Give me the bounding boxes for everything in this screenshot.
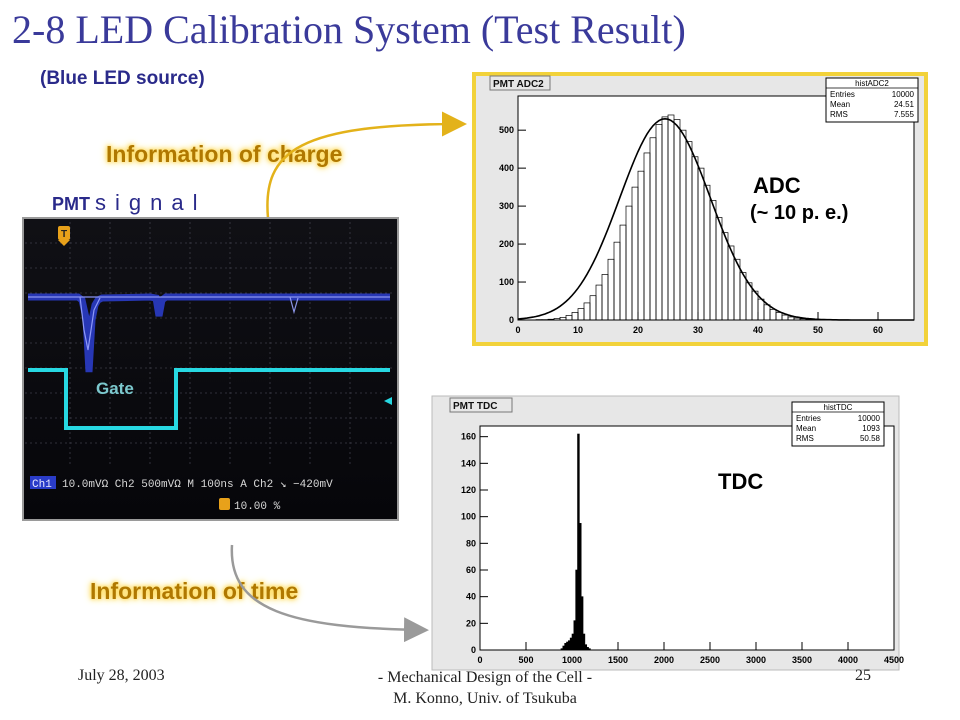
ch1-trace-faint [79, 296, 299, 351]
tdc-axis-ticks: 0 500 1000 1500 2000 2500 3000 3500 4000 4500 0 20 4… [461, 432, 904, 665]
footer-center: - Mechanical Design of the Cell - M. Kon… [360, 667, 610, 709]
adc-xtick-label: 0 [515, 325, 520, 335]
adc-stat-entries-value: 10000 [892, 90, 915, 99]
tdc-histogram [560, 433, 591, 651]
tdc-ytick-label: 140 [461, 458, 476, 468]
tdc-xtick-label: 1500 [608, 655, 628, 665]
adc-stats-name: histADC2 [855, 79, 889, 88]
footer-page-number: 25 [855, 667, 871, 684]
adc-xtick-label: 20 [633, 325, 643, 335]
gate-label: Gate [96, 379, 134, 398]
ch2-gate-trace [28, 368, 390, 430]
tdc-xtick-label: 4000 [838, 655, 858, 665]
adc-gaussian-fit [517, 117, 914, 321]
adc-ytick-label: 300 [499, 201, 514, 211]
tdc-xtick-label: 3500 [792, 655, 812, 665]
adc-stats-box: histADC2 Entries 10000 Mean 24.51 RMS 7.… [825, 77, 919, 123]
charge-arrow [266, 111, 467, 219]
adc-xtick-label: 10 [573, 325, 583, 335]
tdc-xtick-label: 2000 [654, 655, 674, 665]
adc-stat-entries-label: Entries [830, 90, 855, 99]
tdc-ytick-label: 80 [466, 538, 476, 548]
ch1-tag: Ch1 [32, 479, 52, 491]
tdc-title: PMT TDC [453, 401, 497, 412]
trigger-position: 10.00 % [234, 501, 281, 513]
adc-ytick-label: 0 [509, 315, 514, 325]
tdc-stat-entries-value: 10000 [858, 414, 881, 423]
tdc-xtick-label: 1000 [562, 655, 582, 665]
footer-date: July 28, 2003 [78, 667, 165, 684]
adc-ytick-label: 400 [499, 163, 514, 173]
tdc-xtick-label: 2500 [700, 655, 720, 665]
adc-xtick-label: 30 [693, 325, 703, 335]
tdc-ytick-label: 120 [461, 485, 476, 495]
pmt-signal-label: PMT signal [52, 190, 207, 216]
tdc-stat-rms-value: 50.58 [860, 434, 881, 443]
tdc-ytick-label: 0 [471, 645, 476, 655]
adc-ytick-label: 200 [499, 239, 514, 249]
trigger-marker-icon: T [58, 226, 70, 246]
footer-center-line1: - Mechanical Design of the Cell - [377, 669, 593, 686]
adc-xtick-label: 40 [753, 325, 763, 335]
adc-axis-ticks: 0 10 20 30 40 50 60 0 100 200 300 400 500 [499, 125, 883, 335]
tdc-annotation: TDC [718, 469, 763, 494]
time-info-label: Information of time [90, 578, 299, 604]
scope-readout: 10.0mVΩ Ch2 500mVΩ M 100ns A Ch2 ↘ −420m… [62, 479, 333, 491]
tdc-bar [579, 523, 582, 651]
tdc-xtick-label: 0 [477, 655, 482, 665]
tdc-stat-mean-label: Mean [796, 424, 816, 433]
ch2-level-arrow-icon [384, 397, 392, 405]
tdc-xtick-label: 500 [518, 655, 533, 665]
footer-center-line2: M. Konno, Univ. of Tsukuba [393, 690, 577, 707]
oscilloscope-screen: T Gate Ch1 10.0mVΩ Ch2 500mVΩ M 100ns A … [22, 217, 399, 521]
adc-histogram [535, 114, 825, 321]
subtitle: (Blue LED source) [40, 68, 205, 89]
tdc-ytick-label: 160 [461, 432, 476, 442]
adc-xtick-label: 50 [813, 325, 823, 335]
adc-ytick-label: 100 [499, 277, 514, 287]
tdc-ytick-label: 60 [466, 565, 476, 575]
tdc-ytick-label: 40 [466, 592, 476, 602]
tdc-stat-rms-label: RMS [796, 434, 814, 443]
adc-ytick-label: 500 [499, 125, 514, 135]
tdc-ytick-label: 100 [461, 512, 476, 522]
adc-annotation: ADC [753, 173, 801, 198]
adc-panel: PMT ADC2 0 10 20 30 40 50 60 0 100 200 300 400 500 h… [472, 72, 928, 346]
adc-stat-mean-label: Mean [830, 100, 850, 109]
signal-word: signal [95, 190, 207, 215]
tdc-panel: PMT TDC 0 500 1000 1500 2000 2500 3000 3500 4000… [431, 395, 904, 671]
time-arrow [230, 544, 429, 643]
adc-xtick-label: 60 [873, 325, 883, 335]
pmt-prefix: PMT [52, 194, 90, 214]
tdc-stats-box: histTDC Entries 10000 Mean 1093 RMS 50.5… [791, 401, 885, 447]
trigger-marker-text: T [61, 229, 67, 240]
tdc-ytick-label: 20 [466, 618, 476, 628]
adc-title: PMT ADC2 [493, 79, 544, 90]
tdc-bar [580, 596, 584, 651]
ch1-trace [28, 293, 390, 373]
tdc-stat-entries-label: Entries [796, 414, 821, 423]
adc-annotation-sub: (~ 10 p. e.) [750, 202, 848, 224]
adc-stat-rms-label: RMS [830, 110, 848, 119]
tdc-stats-name: histTDC [824, 403, 853, 412]
tdc-bar [588, 648, 591, 651]
adc-stat-rms-value: 7.555 [894, 110, 915, 119]
tdc-xtick-label: 3000 [746, 655, 766, 665]
slide-title: 2-8 LED Calibration System (Test Result) [12, 7, 686, 52]
tdc-xtick-label: 4500 [884, 655, 904, 665]
adc-stat-mean-value: 24.51 [894, 100, 915, 109]
tdc-stat-mean-value: 1093 [862, 424, 880, 433]
tdc-bar [582, 633, 586, 651]
